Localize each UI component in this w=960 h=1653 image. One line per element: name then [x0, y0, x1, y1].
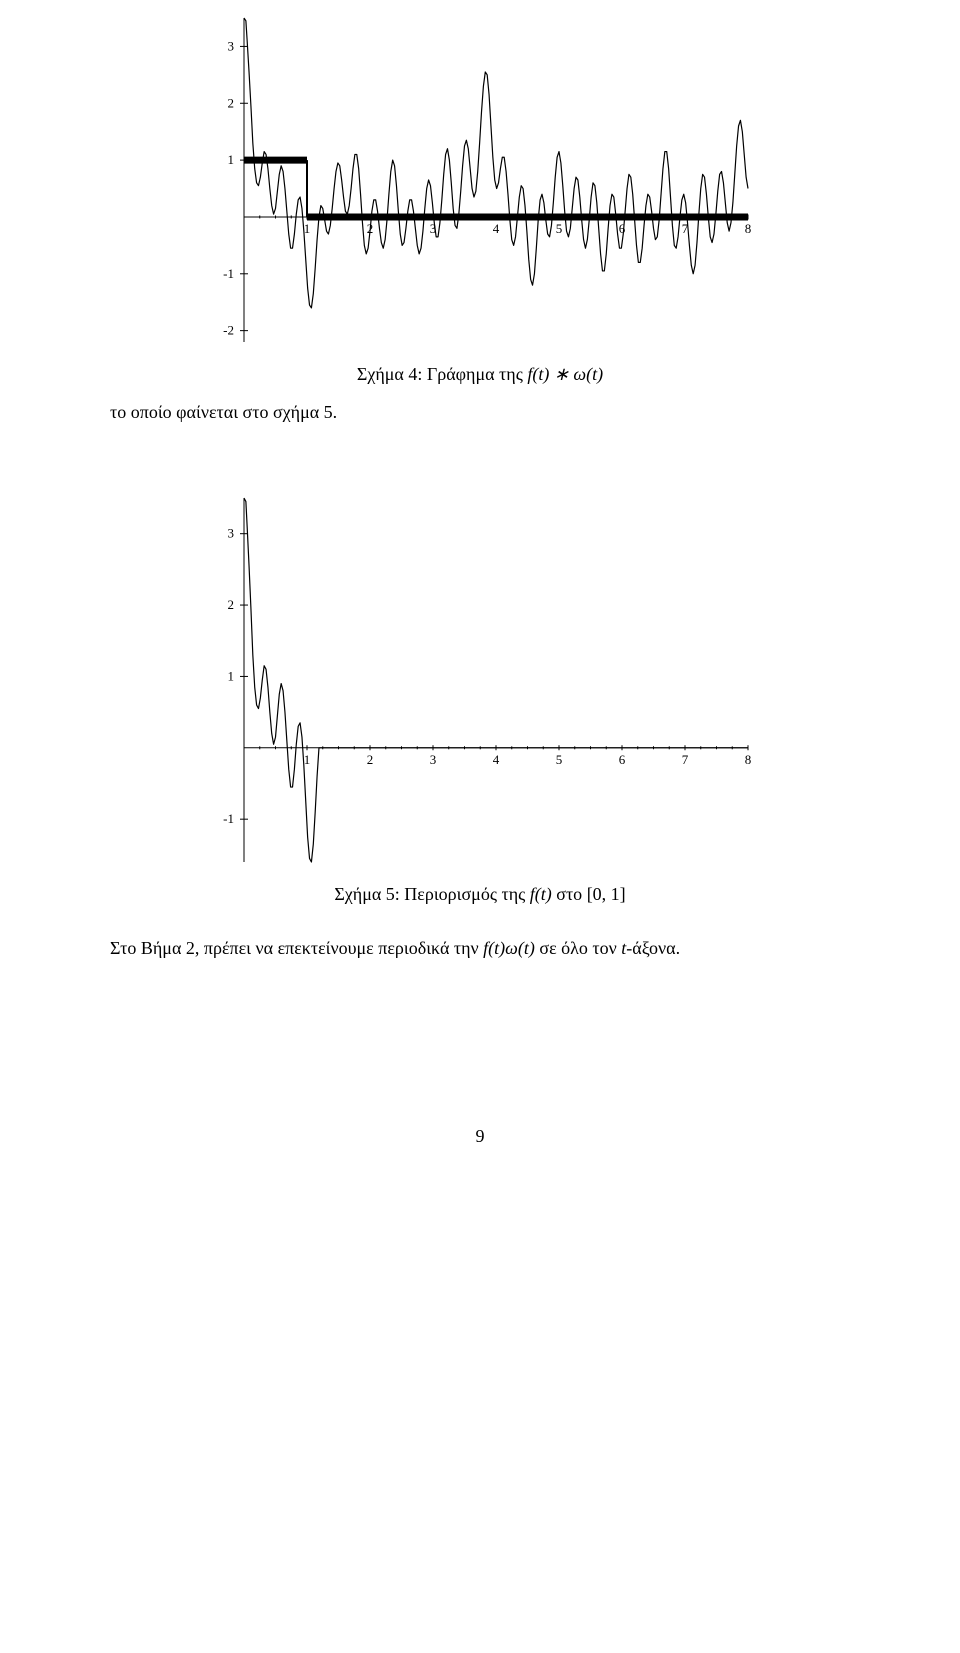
svg-text:3: 3	[228, 526, 235, 541]
svg-text:1: 1	[304, 752, 311, 767]
body-text-1: το οποίο φαίνεται στο σχήμα 5.	[0, 399, 960, 430]
svg-text:-1: -1	[223, 266, 234, 281]
svg-text:8: 8	[745, 752, 752, 767]
body-1-text: το οποίο φαίνεται στο σχήμα 5.	[110, 402, 337, 422]
svg-text:3: 3	[228, 38, 235, 53]
caption-math: f(t) ∗ ω(t)	[527, 364, 603, 384]
figure-4-caption: Σχήμα 4: Γράφημα της f(t) ∗ ω(t)	[0, 358, 960, 399]
svg-text:8: 8	[745, 221, 752, 236]
caption-math-b: [0, 1]	[587, 884, 626, 904]
page-number: 9	[0, 966, 960, 1147]
figure-5-caption: Σχήμα 5: Περιορισμός της f(t) στο [0, 1]	[0, 878, 960, 919]
caption-text: Σχήμα 4: Γράφημα της	[357, 364, 527, 384]
svg-text:5: 5	[556, 752, 563, 767]
body-2-mid: σε όλο τον	[535, 938, 621, 958]
svg-text:5: 5	[556, 221, 563, 236]
svg-text:-1: -1	[223, 811, 234, 826]
svg-text:3: 3	[430, 752, 437, 767]
body-2-suffix: -άξονα.	[626, 938, 680, 958]
svg-text:1: 1	[304, 221, 311, 236]
caption-text: Σχήμα 5: Περιορισμός της	[334, 884, 529, 904]
svg-text:-2: -2	[223, 323, 234, 338]
svg-text:6: 6	[619, 752, 626, 767]
figure-5-plot: 1 2 3 4 5 6 7 8 -1 1 2 3	[200, 490, 760, 870]
body-text-2: Στο Βήμα 2, πρέπει να επεκτείνουμε περιο…	[0, 919, 960, 966]
body-2-math: f(t)ω(t)	[483, 938, 535, 958]
caption-math-a: f(t)	[530, 884, 552, 904]
svg-text:4: 4	[493, 221, 500, 236]
svg-text:4: 4	[493, 752, 500, 767]
svg-text:1: 1	[228, 152, 235, 167]
svg-text:2: 2	[367, 752, 374, 767]
svg-text:7: 7	[682, 752, 689, 767]
caption-mid: στο	[556, 884, 586, 904]
body-2-prefix: Στο Βήμα 2, πρέπει να επεκτείνουμε περιο…	[110, 938, 483, 958]
svg-text:2: 2	[228, 95, 235, 110]
svg-text:1: 1	[228, 668, 235, 683]
figure-4-plot: 12345678-2-1123	[200, 10, 760, 350]
svg-text:2: 2	[228, 597, 235, 612]
